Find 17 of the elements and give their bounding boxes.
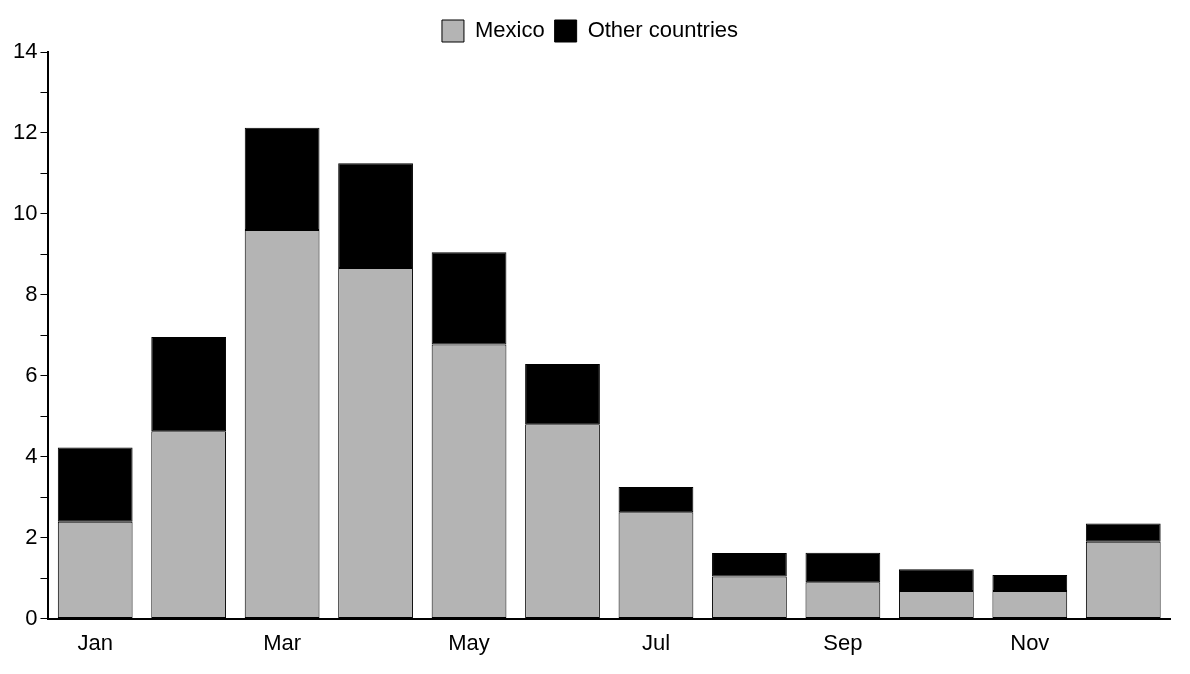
x-tick-label: Nov [1010, 629, 1050, 655]
x-tick-label: May [448, 629, 490, 655]
x-tick-label: Jul [641, 629, 671, 655]
y-tick-label: 4 [25, 442, 38, 468]
y-tick-label: 2 [25, 523, 38, 549]
y-tick-label: 0 [25, 604, 38, 630]
y-tick-label: 14 [12, 38, 38, 64]
x-tick-label: Sep [823, 629, 863, 655]
x-tick-label: Mar [263, 629, 302, 655]
y-tick-label: 12 [12, 119, 38, 145]
y-tick-label: 10 [12, 199, 38, 225]
legend-label: Other countries [587, 17, 739, 43]
bar [525, 364, 600, 425]
x-tick-label: Jan [77, 629, 113, 655]
y-tick-label: 6 [25, 361, 38, 387]
y-tick-label: 8 [25, 280, 38, 306]
legend-label: Mexico [474, 17, 545, 43]
